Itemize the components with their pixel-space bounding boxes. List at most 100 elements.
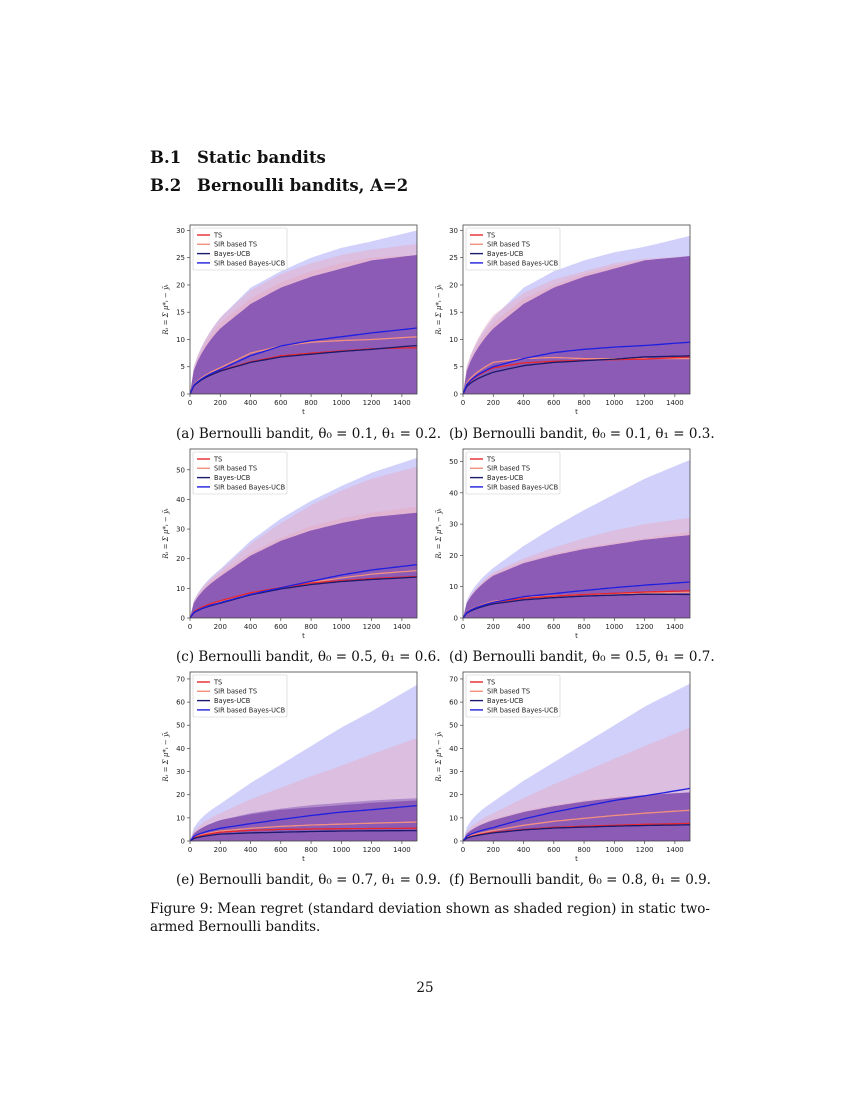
svg-text:400: 400: [244, 399, 257, 407]
svg-text:200: 200: [487, 846, 500, 854]
svg-text:1200: 1200: [636, 399, 654, 407]
svg-text:50: 50: [449, 458, 458, 466]
svg-text:1200: 1200: [363, 846, 381, 854]
svg-text:Bayes-UCB: Bayes-UCB: [214, 697, 251, 705]
svg-text:1200: 1200: [636, 623, 654, 631]
section-heading-b1: B.1 Static bandits: [150, 148, 326, 167]
svg-text:1000: 1000: [332, 623, 350, 631]
svg-text:t: t: [575, 408, 578, 416]
svg-text:1000: 1000: [605, 399, 623, 407]
svg-text:TS: TS: [213, 231, 222, 239]
mean-line-sir-based-ts: [190, 821, 417, 841]
svg-text:50: 50: [176, 722, 185, 730]
mean-line-bayes-ucb: [463, 355, 690, 394]
svg-text:30: 30: [176, 227, 185, 235]
section-number: B.2: [150, 176, 182, 195]
mean-line-sir-based-bayes-ucb: [463, 341, 690, 394]
svg-text:400: 400: [517, 623, 530, 631]
svg-text:0: 0: [188, 399, 192, 407]
svg-text:t: t: [302, 408, 305, 416]
mean-line-sir-based-bayes-ucb: [190, 327, 417, 394]
svg-text:50: 50: [449, 722, 458, 730]
svg-text:t: t: [302, 632, 305, 640]
svg-text:Bayes-UCB: Bayes-UCB: [214, 474, 251, 482]
svg-text:SIR based Bayes-UCB: SIR based Bayes-UCB: [487, 706, 559, 714]
svg-text:t: t: [575, 632, 578, 640]
chart-panel-c: 0 200 400 600 800 1000 1200 1400 t 0 10 20 30 40 50 Rₜ …: [140, 446, 430, 668]
svg-text:0: 0: [461, 846, 465, 854]
svg-text:SIR based TS: SIR based TS: [214, 241, 257, 249]
subfigure-caption-f: (f) Bernoulli bandit, θ₀ = 0.8, θ₁ = 0.9…: [449, 872, 711, 888]
svg-text:10: 10: [449, 336, 458, 344]
mean-line-sir-based-bayes-ucb: [463, 787, 690, 841]
svg-text:10: 10: [176, 336, 185, 344]
svg-text:50: 50: [176, 466, 185, 474]
svg-text:25: 25: [449, 254, 458, 262]
mean-line-bayes-ucb: [463, 824, 690, 841]
page-number: 25: [416, 980, 434, 996]
svg-text:TS: TS: [486, 455, 495, 463]
svg-text:Rₜ = Σ μ*ₜ − ȳₜ: Rₜ = Σ μ*ₜ − ȳₜ: [435, 284, 443, 336]
svg-text:400: 400: [244, 846, 257, 854]
svg-text:10: 10: [449, 583, 458, 591]
svg-text:Bayes-UCB: Bayes-UCB: [487, 474, 524, 482]
svg-text:Rₜ = Σ μ*ₜ − ȳₜ: Rₜ = Σ μ*ₜ − ȳₜ: [435, 508, 443, 560]
svg-text:200: 200: [487, 623, 500, 631]
svg-text:800: 800: [577, 399, 590, 407]
svg-text:400: 400: [244, 623, 257, 631]
mean-line-sir-based-bayes-ucb: [190, 563, 417, 618]
svg-text:SIR based Bayes-UCB: SIR based Bayes-UCB: [214, 483, 286, 491]
mean-line-ts: [190, 827, 417, 841]
svg-text:800: 800: [304, 846, 317, 854]
svg-text:SIR based TS: SIR based TS: [487, 465, 530, 473]
svg-text:SIR based TS: SIR based TS: [487, 688, 530, 696]
svg-text:0: 0: [181, 615, 185, 623]
svg-text:SIR based TS: SIR based TS: [487, 241, 530, 249]
svg-text:800: 800: [304, 399, 317, 407]
svg-text:1200: 1200: [636, 846, 654, 854]
svg-text:SIR based Bayes-UCB: SIR based Bayes-UCB: [214, 259, 286, 267]
svg-text:1400: 1400: [666, 623, 684, 631]
svg-text:SIR based Bayes-UCB: SIR based Bayes-UCB: [214, 706, 286, 714]
svg-text:10: 10: [176, 814, 185, 822]
svg-text:Bayes-UCB: Bayes-UCB: [487, 697, 524, 705]
svg-text:15: 15: [449, 309, 458, 317]
svg-text:Rₜ = Σ μ*ₜ − ȳₜ: Rₜ = Σ μ*ₜ − ȳₜ: [162, 508, 170, 560]
svg-text:70: 70: [449, 675, 458, 683]
section-title: Bernoulli bandits, A=2: [197, 176, 409, 195]
svg-text:0: 0: [461, 399, 465, 407]
line-chart: 0 200 400 600 800 1000 1200 1400 t 0 5 10 15 20 25 30 Rₜ…: [435, 224, 691, 416]
svg-text:0: 0: [454, 615, 458, 623]
svg-text:30: 30: [449, 521, 458, 529]
svg-text:20: 20: [449, 791, 458, 799]
svg-text:600: 600: [274, 623, 287, 631]
svg-text:0: 0: [181, 838, 185, 846]
svg-text:40: 40: [449, 745, 458, 753]
mean-line-bayes-ucb: [463, 593, 690, 618]
svg-text:0: 0: [461, 623, 465, 631]
mean-line-bayes-ucb: [190, 829, 417, 841]
svg-text:200: 200: [214, 846, 227, 854]
svg-text:1400: 1400: [666, 846, 684, 854]
svg-text:SIR based Bayes-UCB: SIR based Bayes-UCB: [487, 483, 559, 491]
mean-line-sir-based-ts: [463, 809, 690, 841]
svg-text:1200: 1200: [363, 399, 381, 407]
subfigure-caption-e: (e) Bernoulli bandit, θ₀ = 0.7, θ₁ = 0.9…: [176, 872, 441, 888]
subfigure-caption-d: (d) Bernoulli bandit, θ₀ = 0.5, θ₁ = 0.7…: [449, 649, 715, 665]
svg-text:SIR based TS: SIR based TS: [214, 688, 257, 696]
svg-text:t: t: [302, 855, 305, 863]
svg-text:60: 60: [449, 699, 458, 707]
svg-text:1400: 1400: [393, 399, 411, 407]
svg-text:Rₜ = Σ μ*ₜ − ȳₜ: Rₜ = Σ μ*ₜ − ȳₜ: [162, 284, 170, 336]
subfigure-caption-b: (b) Bernoulli bandit, θ₀ = 0.1, θ₁ = 0.3…: [449, 426, 715, 442]
svg-text:600: 600: [274, 399, 287, 407]
svg-text:400: 400: [517, 846, 530, 854]
section-number: B.1: [150, 148, 182, 167]
svg-text:60: 60: [176, 699, 185, 707]
svg-text:200: 200: [214, 623, 227, 631]
